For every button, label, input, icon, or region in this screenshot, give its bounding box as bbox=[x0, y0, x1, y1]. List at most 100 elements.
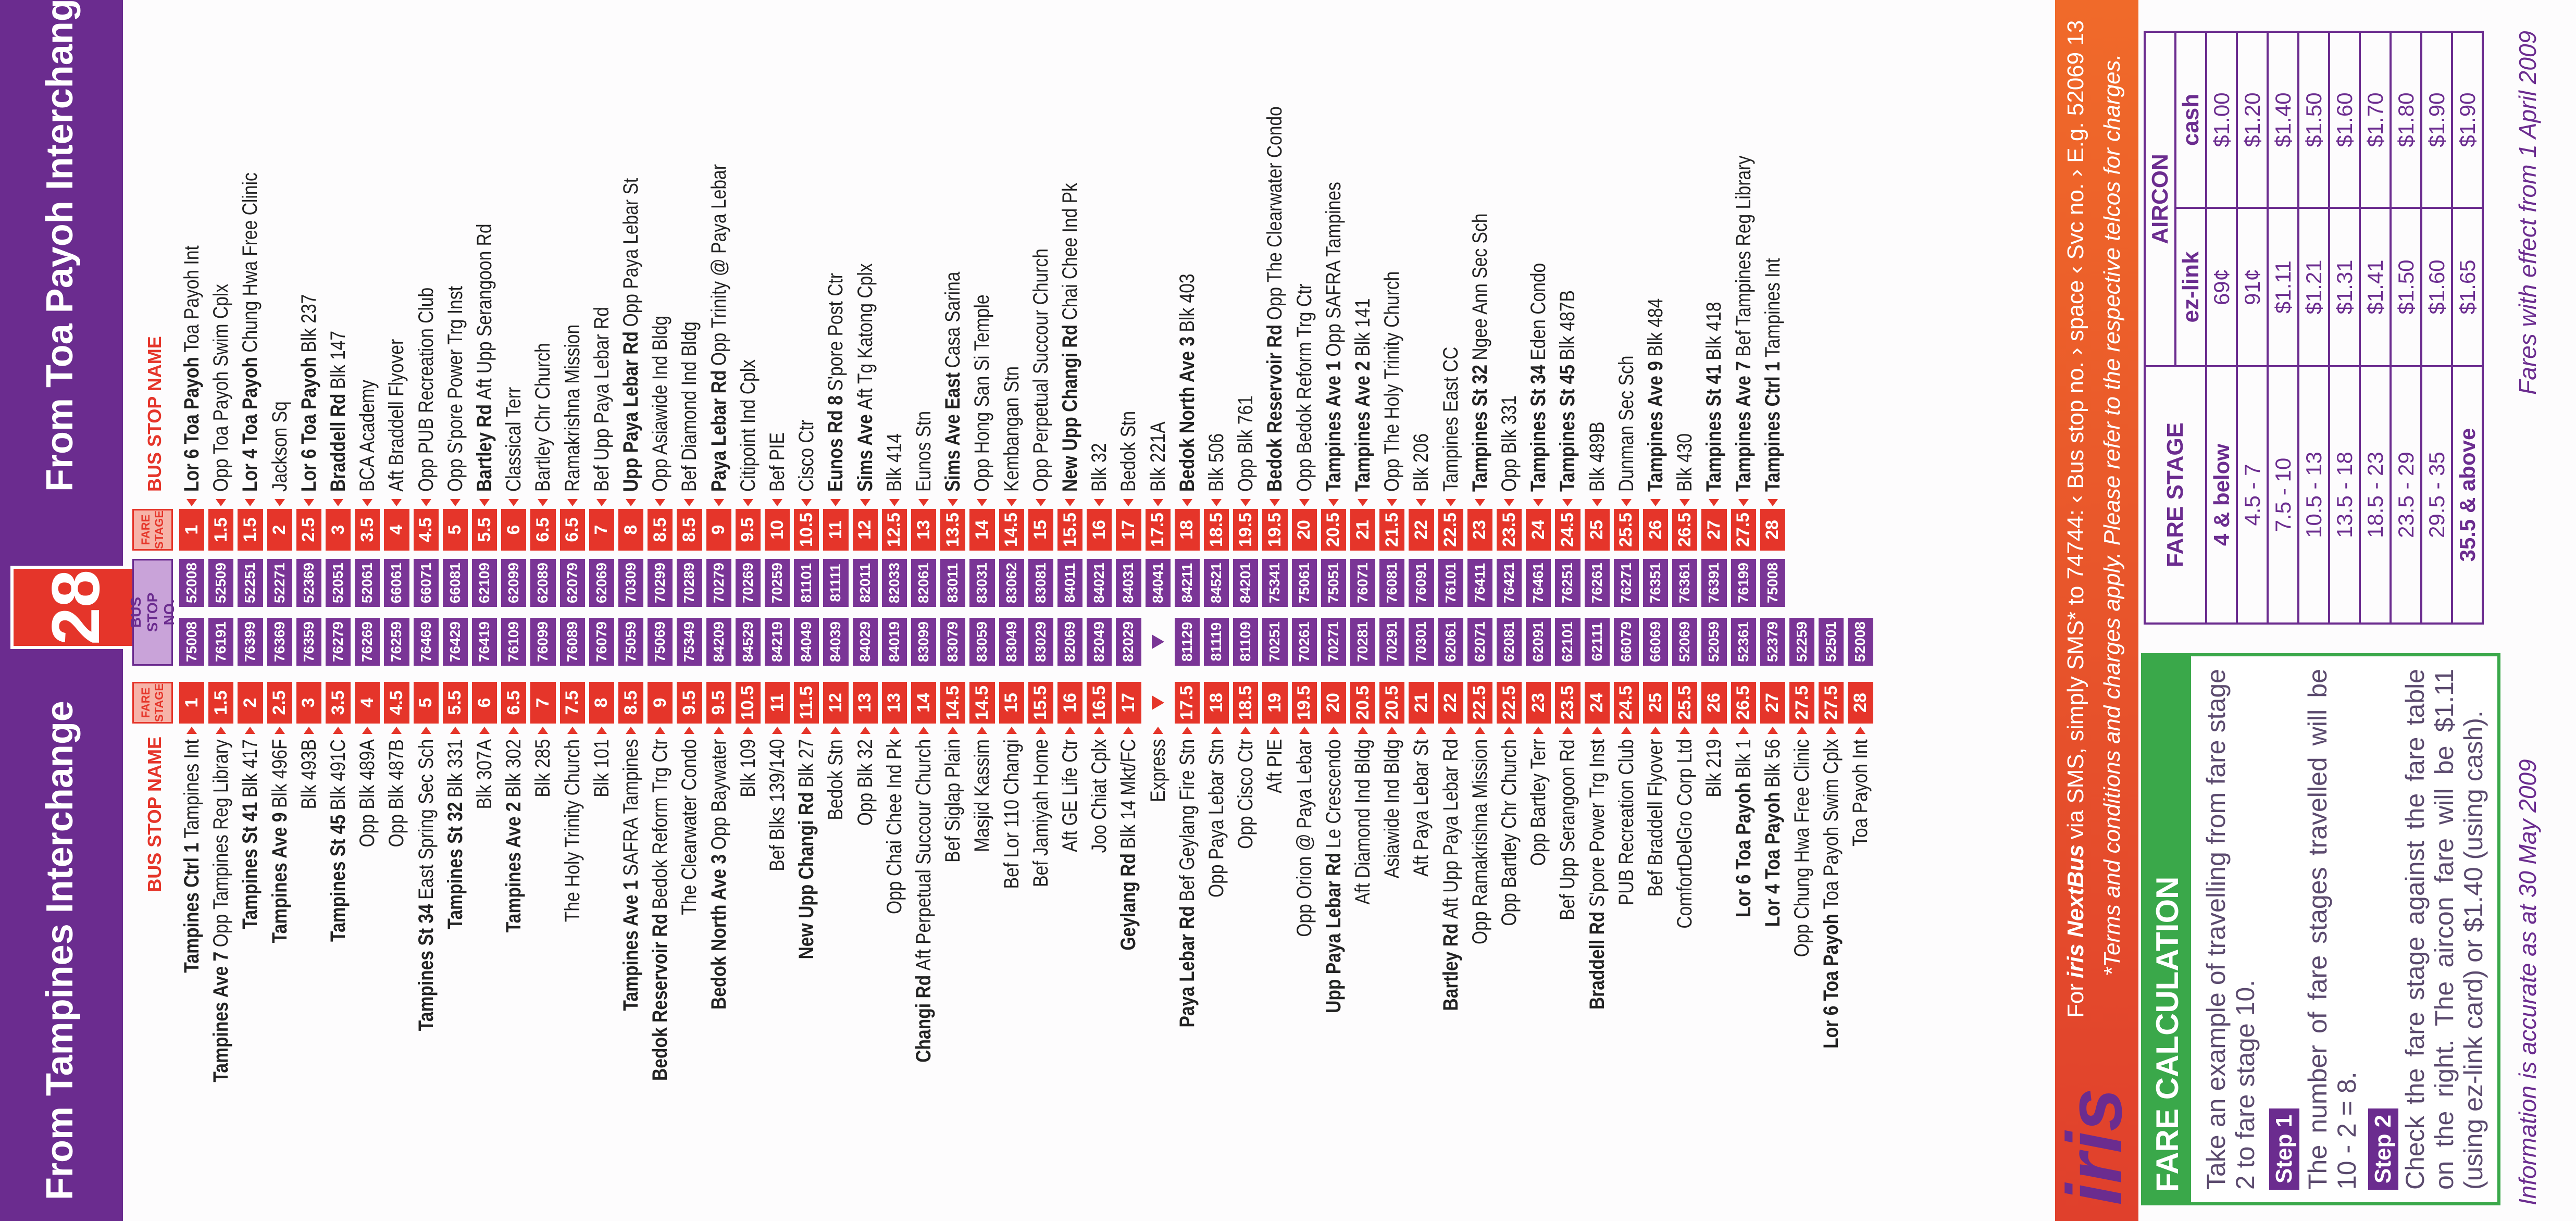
fare-cell: $1.60 bbox=[2329, 32, 2360, 208]
stop-text: BCA Academy bbox=[356, 380, 379, 492]
stop-text: Aft Upp Paya Lebar Rd bbox=[1439, 739, 1462, 919]
bus-stop-no: 76429 bbox=[442, 618, 468, 666]
direction-arrow bbox=[1709, 727, 1720, 734]
direction-arrow bbox=[1533, 727, 1544, 734]
bus-stop-no: 75059 bbox=[618, 618, 644, 666]
fare-stage: 17.5 bbox=[1174, 682, 1200, 724]
direction-arrow bbox=[1328, 727, 1339, 734]
direction-arrow bbox=[948, 727, 959, 734]
fare-stage: 10 bbox=[765, 509, 790, 551]
bus-stop-no: 81129 bbox=[1174, 618, 1200, 666]
name-text: Lor 4 Toa Payoh Blk 56 bbox=[1758, 739, 1787, 927]
cash-header: cash bbox=[2175, 32, 2206, 208]
direction-arrow bbox=[1152, 727, 1163, 734]
stop-name: Bef Braddell Flyover bbox=[1641, 739, 1670, 1221]
fare-stage: 20 bbox=[1291, 509, 1317, 551]
road-name: Tampines St 34 bbox=[1527, 365, 1550, 492]
road-name: Tampines Ave 7 bbox=[209, 951, 233, 1082]
fare-stage: 19.5 bbox=[1262, 509, 1288, 551]
name-text: Bedok North Ave 3 Blk 403 bbox=[1173, 273, 1202, 492]
fare-stage: 5 bbox=[413, 682, 439, 724]
fare-stage: 14.5 bbox=[969, 682, 995, 724]
bus-stop-no: 62071 bbox=[1467, 618, 1492, 666]
stop-text: Chai Chee Ind Pk bbox=[1059, 183, 1081, 320]
road-name: Tampines St 41 bbox=[1702, 365, 1726, 492]
direction-arrow bbox=[567, 727, 578, 734]
fare-stage: 13.5 bbox=[940, 509, 966, 551]
name-text: Sims Ave Aft Tg Katong Cplx bbox=[851, 263, 880, 492]
stop-text: Bartley Chr Church bbox=[531, 343, 555, 492]
stop-name: Eunos Stn bbox=[909, 7, 938, 492]
name-text: Cisco Ctr bbox=[792, 420, 821, 492]
name-text: Bef Jamiyah Home bbox=[1026, 739, 1055, 887]
stop-name: New Upp Changi Rd Chai Chee Ind Pk bbox=[1055, 7, 1085, 492]
stop-name: Blk 506 bbox=[1202, 7, 1231, 492]
bus-stop-no: 70269 bbox=[735, 559, 761, 607]
road-name: Sims Ave East bbox=[941, 372, 965, 492]
direction-arrow bbox=[684, 727, 695, 734]
fare-stage: 26.5 bbox=[1672, 509, 1698, 551]
bus-stop-no: 76351 bbox=[1643, 559, 1669, 607]
name-text: Classical Terr bbox=[499, 387, 528, 492]
name-text: BCA Academy bbox=[353, 380, 382, 492]
stop-text: Blk 496F bbox=[268, 739, 291, 808]
stop-text: Blk 491C bbox=[327, 739, 350, 811]
bus-stop-no: 76261 bbox=[1584, 559, 1610, 607]
road-name: Lor 6 Toa Payoh bbox=[180, 357, 203, 492]
stop-name: Bedok Reservoir Rd Opp The Clearwater Con… bbox=[1260, 7, 1289, 492]
direction-arrow bbox=[1152, 499, 1163, 506]
name-text: Blk 506 bbox=[1202, 433, 1231, 492]
stop-name: Bartley Rd Aft Upp Paya Lebar Rd bbox=[1436, 739, 1465, 1221]
name-text: Blk 285 bbox=[528, 739, 557, 798]
name-text: Opp Bartley Terr bbox=[1524, 739, 1553, 866]
stop-text: The Holy Trinity Church bbox=[561, 739, 584, 923]
fare-cell: $1.50 bbox=[2298, 32, 2329, 208]
stop-text: ComfortDelGro Corp Ltd bbox=[1673, 739, 1697, 929]
stop-text: Blk 147 bbox=[327, 330, 350, 390]
stop-text: Aft Upp Serangoon Rd bbox=[473, 223, 496, 400]
fare-stage: 17.5 bbox=[1145, 509, 1171, 551]
bus-stop-no: 84049 bbox=[794, 618, 819, 666]
bus-stop-no: 83029 bbox=[1028, 618, 1053, 666]
direction-arrow bbox=[362, 499, 373, 506]
stop-name: Blk 219 bbox=[1699, 739, 1728, 1221]
fare-cell: $1.90 bbox=[2421, 32, 2452, 208]
direction-arrow bbox=[1270, 727, 1280, 734]
direction-arrow bbox=[1826, 727, 1837, 734]
bus-stop-no: 62099 bbox=[501, 559, 527, 607]
stop-name: Bedok Reservoir Rd Bedok Reform Trg Ctr bbox=[645, 739, 675, 1221]
bus-stop-no: 82049 bbox=[1087, 618, 1112, 666]
fare-stage: 5.5 bbox=[472, 509, 497, 551]
stop-text: Opp Blk 761 bbox=[1234, 395, 1258, 492]
bus-stop-no: 82033 bbox=[881, 559, 907, 607]
bus-stop-no: 52059 bbox=[1701, 618, 1727, 666]
bus-stop-no: 70291 bbox=[1379, 618, 1405, 666]
fare-stage: 18 bbox=[1204, 682, 1229, 724]
stop-name: Opp Paya Lebar Stn bbox=[1202, 739, 1231, 1221]
fare-stage: 26 bbox=[1701, 682, 1727, 724]
direction-arrow bbox=[742, 727, 753, 734]
direction-arrow bbox=[216, 499, 227, 506]
stop-text: Le Crescendo bbox=[1322, 739, 1345, 849]
name-text: Tampines Ave 9 Blk 496F bbox=[265, 739, 294, 943]
stop-name: Tampines Ctrl 1 Tampines Int bbox=[1758, 7, 1787, 492]
direction-arrow bbox=[1006, 727, 1017, 734]
name-text: Bartley Chr Church bbox=[528, 343, 557, 492]
bus-stop-no: 70251 bbox=[1262, 618, 1288, 666]
name-text: Opp Ramakrishna Mission bbox=[1465, 739, 1495, 944]
road-name: Tampines Ave 7 bbox=[1732, 361, 1755, 492]
fare-stage: 10.5 bbox=[735, 682, 761, 724]
stop-name: Eunos Rd 8 S'pore Post Ctr bbox=[821, 7, 850, 492]
fare-cell: $1.65 bbox=[2452, 208, 2483, 366]
name-text: Asiawide Ind Bldg bbox=[1377, 739, 1407, 878]
fare-stage: 2 bbox=[238, 682, 263, 724]
right-stage-header: FARE STAGE bbox=[132, 509, 173, 551]
name-text: Lor 6 Toa Payoh Toa Payoh Swim Cplx bbox=[1816, 739, 1846, 1049]
bus-stop-no: 62079 bbox=[559, 559, 585, 607]
stop-name: The Holy Trinity Church bbox=[558, 739, 587, 1221]
fare-stage: 6.5 bbox=[559, 509, 585, 551]
fare-stage: 20.5 bbox=[1321, 509, 1346, 551]
stop-text: Bef Geylang Fire Stn bbox=[1175, 739, 1199, 902]
direction-arrow bbox=[1211, 499, 1222, 506]
road-name: Lor 4 Toa Payoh bbox=[239, 357, 262, 492]
